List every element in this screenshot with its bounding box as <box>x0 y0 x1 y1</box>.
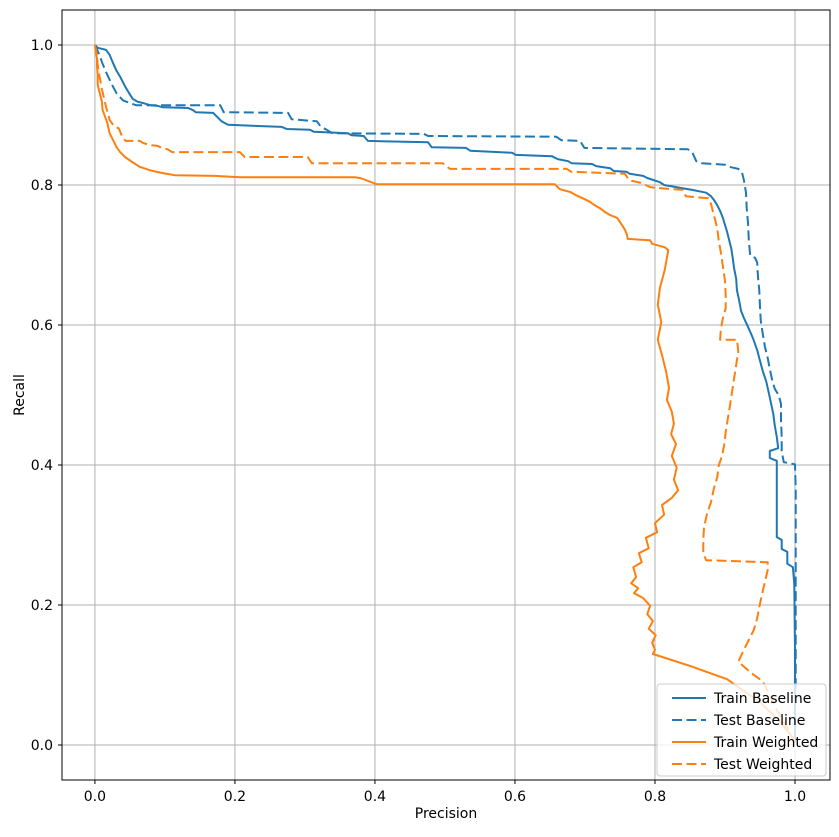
legend-entry-test-weighted: Test Weighted <box>672 757 812 773</box>
curve-test-baseline <box>93 44 797 694</box>
legend-label: Train Baseline <box>713 691 811 707</box>
legend-entry-train-weighted: Train Weighted <box>672 735 818 751</box>
y-axis-ticks: 0.0 0.2 0.4 0.6 0.8 1.0 <box>31 38 62 754</box>
y-tick-label: 0.0 <box>31 738 53 754</box>
x-axis-label: Precision <box>415 806 477 822</box>
y-tick-label: 0.6 <box>31 318 53 334</box>
x-axis-ticks: 0.0 0.2 0.4 0.6 0.8 1.0 <box>84 780 806 805</box>
y-tick-label: 0.8 <box>31 178 53 194</box>
y-tick-label: 1.0 <box>31 38 53 54</box>
y-tick-label: 0.2 <box>31 598 53 614</box>
grid-lines <box>62 10 830 780</box>
axes-spines <box>61 9 831 781</box>
legend-box <box>656 683 827 777</box>
y-tick-label: 0.4 <box>31 458 53 474</box>
legend: Train Baseline Test Baseline Train Weighte… <box>656 683 827 777</box>
y-axis-label: Recall <box>12 374 28 416</box>
legend-entry-test-baseline: Test Baseline <box>672 713 805 729</box>
x-tick-label: 0.2 <box>224 789 246 805</box>
legend-label: Test Baseline <box>713 713 805 729</box>
x-tick-label: 1.0 <box>784 789 806 805</box>
curve-train-baseline <box>94 44 796 743</box>
legend-label: Train Weighted <box>713 735 818 751</box>
x-tick-label: 0.4 <box>364 789 386 805</box>
legend-entry-train-baseline: Train Baseline <box>672 691 811 707</box>
legend-label: Test Weighted <box>713 757 812 773</box>
x-tick-label: 0.8 <box>644 789 666 805</box>
x-tick-label: 0.0 <box>84 789 106 805</box>
curve-test-weighted <box>93 44 791 734</box>
x-tick-label: 0.6 <box>504 789 526 805</box>
curve-train-weighted <box>93 44 796 742</box>
